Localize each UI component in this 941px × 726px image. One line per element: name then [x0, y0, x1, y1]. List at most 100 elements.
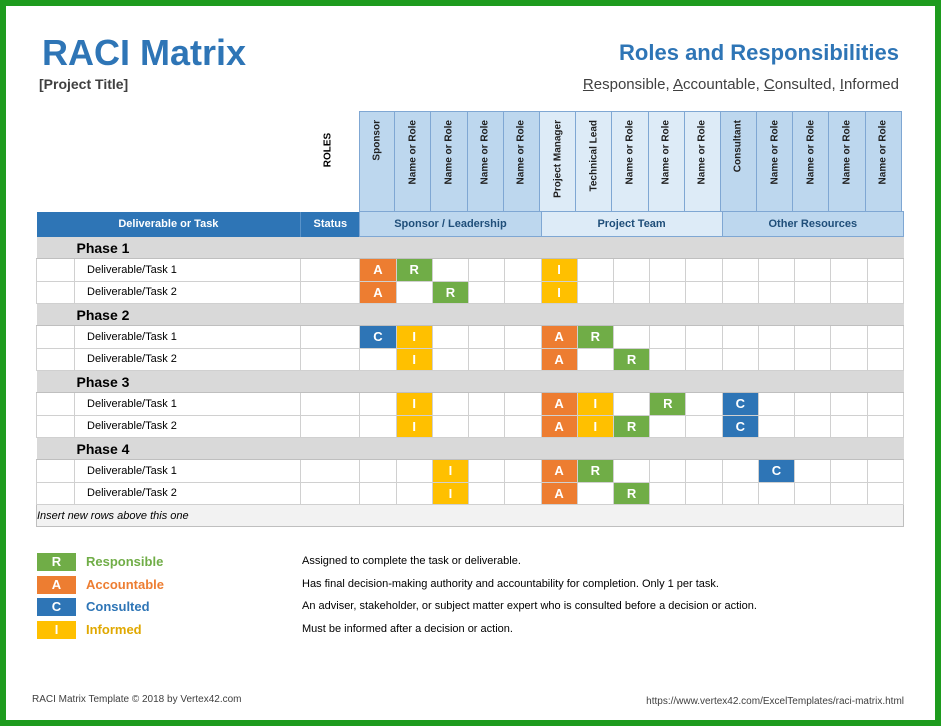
role-header[interactable]: Name or Role: [467, 111, 504, 211]
task-name-cell[interactable]: Deliverable/Task 1: [74, 258, 302, 282]
raci-cell[interactable]: [504, 258, 542, 282]
raci-cell[interactable]: [685, 280, 723, 304]
raci-cell[interactable]: [612, 325, 651, 349]
raci-cell[interactable]: [431, 258, 470, 282]
role-header[interactable]: Project Manager: [539, 111, 577, 211]
raci-cell[interactable]: [468, 258, 506, 282]
task-name-cell[interactable]: Deliverable/Task 2: [74, 414, 302, 438]
raci-cell[interactable]: [395, 459, 433, 483]
raci-cell[interactable]: R: [612, 347, 651, 371]
task-name-cell[interactable]: Deliverable/Task 1: [74, 325, 302, 349]
raci-cell[interactable]: [649, 258, 687, 282]
raci-cell[interactable]: [468, 481, 506, 505]
raci-cell[interactable]: I: [540, 280, 578, 304]
raci-cell[interactable]: R: [649, 392, 687, 416]
status-cell[interactable]: [300, 347, 361, 371]
raci-cell[interactable]: [794, 414, 832, 438]
raci-cell[interactable]: [757, 325, 796, 349]
raci-cell[interactable]: [830, 258, 868, 282]
raci-cell[interactable]: I: [395, 414, 433, 438]
raci-cell[interactable]: I: [540, 258, 578, 282]
raci-cell[interactable]: [359, 392, 397, 416]
raci-cell[interactable]: [649, 347, 687, 371]
raci-cell[interactable]: [576, 280, 614, 304]
raci-cell[interactable]: [685, 414, 723, 438]
raci-cell[interactable]: [359, 347, 397, 371]
raci-cell[interactable]: [468, 280, 506, 304]
raci-cell[interactable]: [866, 280, 905, 304]
raci-cell[interactable]: I: [576, 392, 614, 416]
role-header[interactable]: Sponsor: [359, 111, 396, 211]
raci-cell[interactable]: [685, 258, 723, 282]
raci-cell[interactable]: [468, 414, 506, 438]
role-header[interactable]: Name or Role: [648, 111, 685, 211]
raci-cell[interactable]: [685, 347, 723, 371]
raci-cell[interactable]: [468, 347, 506, 371]
raci-cell[interactable]: [866, 325, 905, 349]
raci-cell[interactable]: A: [540, 325, 578, 349]
role-header[interactable]: Name or Role: [793, 111, 830, 211]
task-name-cell[interactable]: Deliverable/Task 2: [74, 347, 302, 371]
raci-cell[interactable]: [685, 459, 723, 483]
raci-cell[interactable]: [468, 392, 506, 416]
raci-cell[interactable]: [431, 414, 470, 438]
raci-cell[interactable]: [576, 258, 614, 282]
raci-cell[interactable]: [504, 414, 542, 438]
role-header[interactable]: Name or Role: [829, 111, 866, 211]
raci-cell[interactable]: A: [540, 459, 578, 483]
raci-cell[interactable]: [359, 481, 397, 505]
raci-cell[interactable]: [395, 280, 433, 304]
raci-cell[interactable]: [504, 347, 542, 371]
status-cell[interactable]: [300, 325, 361, 349]
raci-cell[interactable]: I: [395, 325, 433, 349]
raci-cell[interactable]: [649, 325, 687, 349]
raci-cell[interactable]: [794, 459, 832, 483]
raci-cell[interactable]: [395, 481, 433, 505]
task-name-cell[interactable]: Deliverable/Task 2: [74, 481, 302, 505]
raci-cell[interactable]: R: [395, 258, 433, 282]
role-header[interactable]: Name or Role: [612, 111, 649, 211]
raci-cell[interactable]: [721, 459, 759, 483]
task-name-cell[interactable]: Deliverable/Task 1: [74, 459, 302, 483]
raci-cell[interactable]: [830, 280, 868, 304]
role-header[interactable]: Name or Role: [503, 111, 540, 211]
raci-cell[interactable]: C: [359, 325, 397, 349]
raci-cell[interactable]: [685, 392, 723, 416]
raci-cell[interactable]: A: [540, 481, 578, 505]
raci-cell[interactable]: [504, 392, 542, 416]
raci-cell[interactable]: [757, 481, 796, 505]
raci-cell[interactable]: [612, 392, 651, 416]
raci-cell[interactable]: C: [721, 414, 759, 438]
task-name-cell[interactable]: Deliverable/Task 1: [74, 392, 302, 416]
status-cell[interactable]: [300, 459, 361, 483]
raci-cell[interactable]: R: [612, 481, 651, 505]
status-cell[interactable]: [300, 414, 361, 438]
raci-cell[interactable]: [431, 392, 470, 416]
raci-cell[interactable]: [866, 414, 905, 438]
raci-cell[interactable]: I: [431, 459, 470, 483]
footer-url[interactable]: https://www.vertex42.com/ExcelTemplates/…: [646, 696, 904, 707]
status-cell[interactable]: [300, 392, 361, 416]
raci-cell[interactable]: [794, 481, 832, 505]
raci-cell[interactable]: R: [612, 414, 651, 438]
raci-cell[interactable]: [794, 280, 832, 304]
raci-cell[interactable]: [757, 258, 796, 282]
raci-cell[interactable]: [757, 392, 796, 416]
raci-cell[interactable]: [866, 459, 905, 483]
raci-cell[interactable]: A: [540, 392, 578, 416]
raci-cell[interactable]: [866, 258, 905, 282]
raci-cell[interactable]: I: [395, 392, 433, 416]
role-header[interactable]: Technical Lead: [576, 111, 613, 211]
raci-cell[interactable]: R: [431, 280, 470, 304]
raci-cell[interactable]: [649, 481, 687, 505]
raci-cell[interactable]: A: [359, 280, 397, 304]
raci-cell[interactable]: R: [576, 459, 614, 483]
raci-cell[interactable]: [685, 325, 723, 349]
project-title[interactable]: [Project Title]: [39, 76, 129, 92]
raci-cell[interactable]: C: [721, 392, 759, 416]
raci-cell[interactable]: [612, 258, 651, 282]
status-cell[interactable]: [300, 280, 361, 304]
raci-cell[interactable]: [612, 459, 651, 483]
raci-cell[interactable]: [830, 347, 868, 371]
raci-cell[interactable]: I: [576, 414, 614, 438]
